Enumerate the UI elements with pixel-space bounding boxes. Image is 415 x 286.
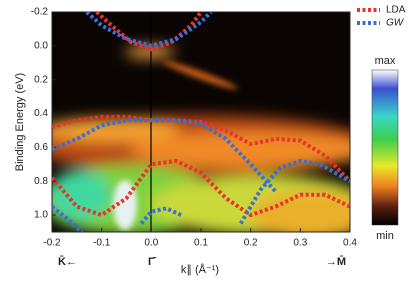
legend-label: GW bbox=[386, 18, 405, 29]
symmetry-point-label: K̄← bbox=[58, 256, 77, 268]
band-curve bbox=[95, 12, 203, 52]
x-tick-label: 0.0 bbox=[144, 238, 158, 249]
y-tick-label: 0.2 bbox=[34, 74, 48, 85]
band-curve bbox=[239, 158, 350, 225]
x-axis-label: k∥ (Å⁻¹) bbox=[181, 263, 219, 276]
band-curve bbox=[85, 12, 213, 48]
band-curve bbox=[52, 118, 277, 193]
y-tick-label: 0.8 bbox=[34, 176, 48, 187]
y-tick-label: 0.0 bbox=[34, 40, 48, 51]
y-tick-label: 0.6 bbox=[34, 142, 48, 153]
x-tick-label: -0.2 bbox=[43, 238, 61, 249]
x-tick-label: 0.2 bbox=[244, 238, 258, 249]
x-tick-label: 0.4 bbox=[343, 238, 357, 249]
y-tick-label: 0.4 bbox=[34, 108, 48, 119]
symmetry-point-label: →M̄ bbox=[326, 256, 346, 268]
band-curve bbox=[52, 205, 84, 232]
x-tick-label: -0.1 bbox=[93, 238, 111, 249]
colorbar bbox=[371, 69, 399, 226]
colorbar-min: min bbox=[376, 230, 394, 242]
y-tick-label: -0.2 bbox=[31, 7, 49, 18]
x-tick-label: 0.3 bbox=[293, 238, 307, 249]
symmetry-point-label: Γ̄ bbox=[148, 256, 157, 268]
y-tick-label: 1.0 bbox=[34, 210, 48, 221]
x-tick-label: 0.1 bbox=[194, 238, 208, 249]
band-curve bbox=[139, 206, 182, 225]
arpes-intensity-map bbox=[52, 12, 350, 232]
colorbar-max: max bbox=[375, 55, 396, 67]
band-curve bbox=[52, 158, 350, 218]
legend-label: LDA bbox=[386, 5, 406, 16]
y-axis-label: Binding Energy (eV) bbox=[14, 73, 26, 171]
